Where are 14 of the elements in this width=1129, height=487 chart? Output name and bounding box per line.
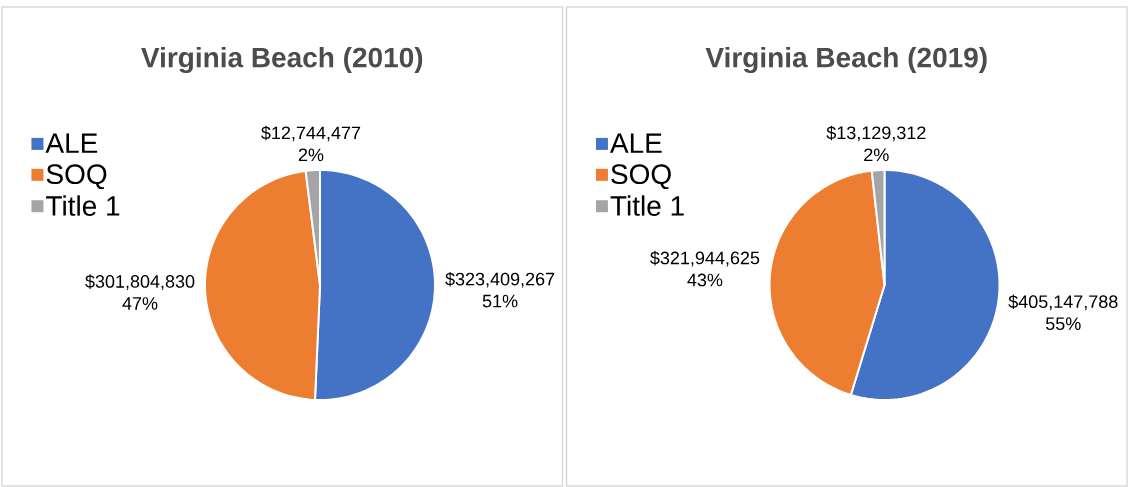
legend-label: SOQ bbox=[611, 164, 671, 190]
legend-label: SOQ bbox=[46, 164, 107, 190]
data-label: $12,744,477 2% bbox=[261, 125, 361, 162]
data-label: $323,409,267 51% bbox=[445, 271, 555, 308]
legend-label: Title 1 bbox=[46, 195, 120, 216]
data-label: $13,129,312 2% bbox=[826, 125, 926, 162]
legend-label: ALE bbox=[609, 133, 662, 153]
data-label: $321,944,625 43% bbox=[650, 250, 760, 287]
legend-label: Title 1 bbox=[610, 195, 684, 216]
legend-label: ALE bbox=[45, 133, 98, 153]
chart-title: Virginia Beach (2010) bbox=[141, 46, 423, 74]
data-label: $301,804,830 47% bbox=[85, 274, 195, 310]
chart-title: Virginia Beach (2019) bbox=[705, 46, 987, 74]
data-label: $405,147,788 55% bbox=[1008, 294, 1118, 331]
